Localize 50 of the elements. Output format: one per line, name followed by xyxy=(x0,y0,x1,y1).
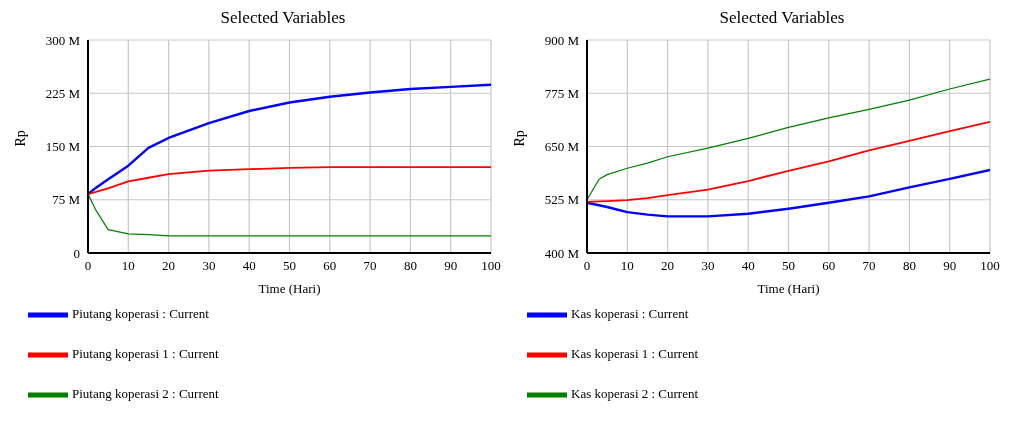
x-tick-label: 20 xyxy=(661,258,675,274)
x-tick-label: 30 xyxy=(202,258,216,274)
y-tick-label: 150 M xyxy=(45,139,81,155)
x-tick-label: 60 xyxy=(822,258,836,274)
x-tick-label: 10 xyxy=(620,258,634,274)
line-series xyxy=(587,78,990,201)
x-tick-label: 50 xyxy=(283,258,296,274)
line-series xyxy=(587,120,990,203)
x-tick-label: 40 xyxy=(242,258,256,274)
x-tick-label: 90 xyxy=(943,258,957,274)
x-tick-label: 100 xyxy=(980,258,1000,274)
x-axis-title: Time (Hari) xyxy=(258,281,321,296)
x-tick-label: 0 xyxy=(84,258,92,274)
y-axis-title: Rp xyxy=(12,130,28,147)
legend-label: Piutang koperasi 2 : Current xyxy=(72,385,219,401)
x-tick-label: 30 xyxy=(701,258,715,274)
legend-label: Kas koperasi 2 : Current xyxy=(571,385,699,401)
x-tick-label: 60 xyxy=(323,258,337,274)
y-tick-label: 650 M xyxy=(544,139,580,155)
x-tick-label: 90 xyxy=(444,258,458,274)
line-series xyxy=(587,168,990,218)
y-tick-label: 75 M xyxy=(52,192,81,208)
legend-label: Kas koperasi : Current xyxy=(571,305,689,321)
x-tick-label: 70 xyxy=(363,258,377,274)
legend-label: Kas koperasi 1 : Current xyxy=(571,345,699,361)
y-axis-title: Rp xyxy=(511,130,527,147)
y-tick-label: 775 M xyxy=(544,85,580,101)
chart-title: Selected Variables xyxy=(718,8,846,29)
x-tick-label: 100 xyxy=(481,258,501,274)
legend-label: Piutang koperasi : Current xyxy=(72,305,209,321)
x-tick-label: 0 xyxy=(583,258,591,274)
x-tick-label: 20 xyxy=(162,258,176,274)
y-tick-label: 900 M xyxy=(544,32,580,48)
y-tick-label: 0 xyxy=(73,245,80,261)
line-series xyxy=(88,83,491,196)
x-tick-label: 80 xyxy=(403,258,417,274)
x-tick-label: 10 xyxy=(121,258,135,274)
y-tick-label: 225 M xyxy=(45,85,81,101)
y-tick-label: 300 M xyxy=(45,32,81,48)
line-series xyxy=(88,193,491,237)
y-tick-label: 525 M xyxy=(544,192,580,208)
y-tick-label: 400 M xyxy=(544,245,580,261)
x-tick-label: 50 xyxy=(782,258,795,274)
x-tick-label: 80 xyxy=(902,258,916,274)
legend-label: Piutang koperasi 1 : Current xyxy=(72,345,219,361)
x-tick-label: 70 xyxy=(862,258,876,274)
x-axis-title: Time (Hari) xyxy=(757,281,820,296)
line-series xyxy=(88,166,491,195)
chart-title: Selected Variables xyxy=(219,8,347,29)
x-tick-label: 40 xyxy=(741,258,755,274)
